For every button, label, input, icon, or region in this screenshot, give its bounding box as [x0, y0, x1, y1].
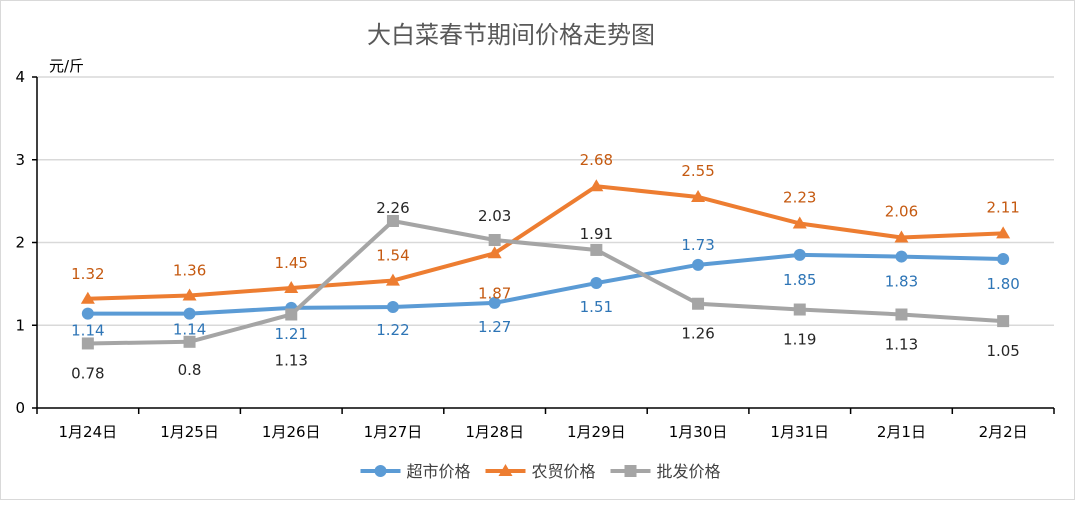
grid-lines — [37, 76, 1054, 326]
data-point — [792, 216, 807, 229]
data-point — [996, 226, 1011, 239]
data-point — [182, 288, 197, 301]
data-label: 1.45 — [275, 254, 308, 272]
x-tick-label: 2月1日 — [877, 423, 926, 441]
data-point — [285, 308, 298, 321]
legend-item: 超市价格 — [360, 462, 471, 481]
chart-title: 大白菜春节期间价格走势图 — [367, 21, 655, 49]
data-label: 1.14 — [173, 321, 206, 339]
data-label: 1.14 — [71, 322, 104, 340]
data-label: 1.51 — [580, 298, 613, 316]
x-tick-label: 2月2日 — [979, 423, 1028, 441]
series-1 — [81, 248, 1010, 320]
data-point — [487, 246, 502, 259]
data-point — [691, 189, 706, 202]
series-line — [85, 218, 1006, 346]
series-line — [85, 184, 1006, 301]
x-tick-label: 1月28日 — [465, 423, 524, 441]
data-point — [80, 291, 95, 304]
data-labels-layer: 1.14 1.14 1.21 1.22 1.27 1.51 1.73 1.85 1.83 1.80… — [71, 151, 1020, 382]
data-point — [183, 335, 196, 348]
data-point — [793, 303, 806, 316]
x-tick-label: 1月29日 — [567, 423, 626, 441]
legend-item: 批发价格 — [610, 462, 721, 481]
data-point — [590, 243, 603, 256]
y-tick-label: 3 — [15, 151, 25, 169]
data-point — [590, 277, 603, 290]
data-point — [81, 307, 94, 320]
data-label: 1.87 — [478, 284, 511, 302]
legend-label: 农贸价格 — [532, 462, 596, 481]
legend-label: 批发价格 — [657, 462, 721, 481]
data-label: 1.05 — [986, 342, 1019, 360]
data-point — [997, 253, 1010, 266]
data-label: 1.73 — [681, 236, 714, 254]
data-label: 2.06 — [885, 203, 918, 221]
data-label: 2.68 — [580, 151, 613, 169]
y-tick-label: 4 — [15, 68, 25, 86]
data-point — [793, 248, 806, 261]
data-label: 2.23 — [783, 188, 816, 206]
data-point — [488, 234, 501, 247]
data-label: 1.91 — [580, 225, 613, 243]
data-label: 2.03 — [478, 207, 511, 225]
data-label: 2.55 — [681, 162, 714, 180]
data-point — [894, 230, 909, 243]
data-point — [895, 308, 908, 321]
data-label: 1.80 — [986, 275, 1019, 293]
data-label: 1.21 — [275, 325, 308, 343]
y-tick-label: 0 — [15, 399, 25, 417]
data-point — [374, 465, 387, 477]
data-label: 1.13 — [275, 351, 308, 369]
data-label: 1.36 — [173, 261, 206, 279]
x-tick-label: 1月30日 — [669, 423, 728, 441]
data-label: 1.27 — [478, 318, 511, 336]
series-layer — [80, 179, 1011, 350]
y-tick-label: 1 — [15, 316, 25, 334]
data-label: 1.85 — [783, 271, 816, 289]
data-point — [895, 250, 908, 263]
y-tick-label: 2 — [15, 234, 25, 252]
data-point — [997, 315, 1010, 328]
data-point — [692, 297, 705, 310]
data-label: 1.32 — [71, 265, 104, 283]
data-label: 2.26 — [376, 199, 409, 217]
y-axis-unit-label: 元/斤 — [49, 57, 84, 75]
legend-item: 农贸价格 — [485, 462, 596, 481]
x-tick-label: 1月31日 — [770, 423, 829, 441]
data-point — [589, 179, 604, 192]
series-3 — [81, 214, 1010, 350]
data-label: 1.13 — [885, 335, 918, 353]
data-point — [488, 296, 501, 309]
data-label: 1.54 — [376, 247, 409, 265]
data-label: 0.78 — [71, 364, 104, 382]
data-point — [386, 214, 399, 227]
data-label: 1.26 — [681, 325, 714, 343]
legend: 超市价格 农贸价格 批发价格 — [360, 462, 721, 481]
data-point — [183, 307, 196, 320]
data-point — [386, 301, 399, 314]
x-tick-label: 1月26日 — [262, 423, 321, 441]
series-line — [85, 252, 1006, 316]
axes: 0 1 2 3 4 1月24日 1月25日 1月26日 1月27日 1月28日 1月29日 1月30日… — [15, 68, 1055, 441]
data-label: 1.83 — [885, 273, 918, 291]
series-2 — [80, 179, 1011, 304]
x-tick-label: 1月24日 — [59, 423, 118, 441]
x-tick-label: 1月27日 — [364, 423, 423, 441]
legend-label: 超市价格 — [407, 462, 471, 481]
data-point — [498, 464, 513, 476]
data-point — [81, 337, 94, 350]
data-label: 0.8 — [178, 361, 202, 379]
data-label: 1.19 — [783, 331, 816, 349]
data-point — [284, 281, 299, 294]
data-point — [385, 273, 400, 286]
data-label: 1.22 — [376, 321, 409, 339]
data-point — [692, 258, 705, 271]
x-tick-label: 1月25日 — [160, 423, 219, 441]
data-label: 2.11 — [986, 198, 1019, 216]
data-point — [624, 465, 637, 477]
